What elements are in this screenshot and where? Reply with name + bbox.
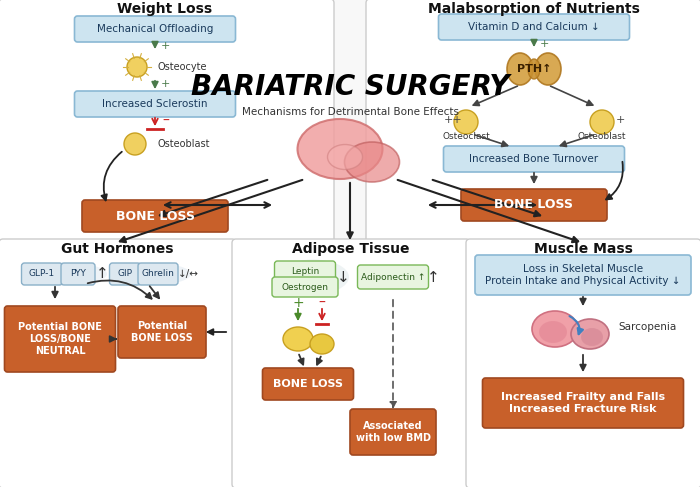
Text: Ghrelin: Ghrelin: [141, 269, 174, 279]
Text: +: +: [616, 115, 625, 125]
Ellipse shape: [344, 142, 400, 182]
FancyBboxPatch shape: [358, 265, 428, 289]
Text: Increased Frailty and Falls
Increased Fracture Risk: Increased Frailty and Falls Increased Fr…: [501, 392, 665, 414]
Ellipse shape: [532, 311, 578, 347]
FancyBboxPatch shape: [0, 239, 236, 487]
FancyBboxPatch shape: [61, 263, 95, 285]
Text: Sarcopenia: Sarcopenia: [618, 322, 676, 332]
Text: ++: ++: [444, 115, 463, 125]
FancyBboxPatch shape: [74, 91, 235, 117]
Text: Potential BONE
LOSS/BONE
NEUTRAL: Potential BONE LOSS/BONE NEUTRAL: [18, 322, 102, 356]
Text: Associated
with low BMD: Associated with low BMD: [356, 421, 430, 443]
Ellipse shape: [539, 321, 567, 343]
Text: +: +: [292, 296, 304, 310]
Text: Adiponectin ↑: Adiponectin ↑: [360, 273, 425, 281]
Ellipse shape: [507, 53, 533, 85]
Text: Osteocyte: Osteocyte: [157, 62, 206, 72]
Text: Potential
BONE LOSS: Potential BONE LOSS: [131, 321, 193, 343]
Text: Malabsorption of Nutrients: Malabsorption of Nutrients: [428, 2, 640, 16]
Text: Leptin: Leptin: [291, 267, 319, 277]
Text: GLP-1: GLP-1: [29, 269, 55, 279]
FancyBboxPatch shape: [4, 306, 116, 372]
Text: Osteoclast: Osteoclast: [442, 132, 490, 141]
FancyBboxPatch shape: [232, 239, 470, 487]
FancyBboxPatch shape: [466, 239, 700, 487]
Text: ↓: ↓: [337, 270, 350, 285]
FancyBboxPatch shape: [138, 263, 178, 285]
FancyBboxPatch shape: [118, 306, 206, 358]
Text: Muscle Mass: Muscle Mass: [533, 242, 632, 256]
FancyBboxPatch shape: [262, 368, 354, 400]
Text: GIP: GIP: [118, 269, 132, 279]
Text: Mechanisms for Detrimental Bone Effects: Mechanisms for Detrimental Bone Effects: [241, 107, 458, 117]
FancyBboxPatch shape: [444, 146, 624, 172]
Text: Adipose Tissue: Adipose Tissue: [293, 242, 409, 256]
Ellipse shape: [571, 319, 609, 349]
FancyBboxPatch shape: [82, 200, 228, 232]
Text: Weight Loss: Weight Loss: [118, 2, 213, 16]
FancyBboxPatch shape: [475, 255, 691, 295]
Ellipse shape: [113, 263, 191, 285]
Text: ↑: ↑: [96, 266, 108, 281]
Text: BONE LOSS: BONE LOSS: [273, 379, 343, 389]
Text: Vitamin D and Calcium ↓: Vitamin D and Calcium ↓: [468, 22, 600, 32]
Text: PTH↑: PTH↑: [517, 64, 552, 74]
FancyBboxPatch shape: [272, 277, 338, 297]
Text: ↓/↔: ↓/↔: [178, 269, 199, 279]
Ellipse shape: [27, 263, 107, 285]
Ellipse shape: [328, 145, 363, 169]
FancyBboxPatch shape: [274, 261, 335, 283]
Text: Osteoblast: Osteoblast: [157, 139, 209, 149]
Text: –: –: [162, 114, 169, 128]
Circle shape: [127, 57, 147, 77]
FancyBboxPatch shape: [350, 409, 436, 455]
Text: Increased Bone Turnover: Increased Bone Turnover: [470, 154, 598, 164]
FancyBboxPatch shape: [0, 0, 334, 243]
Text: BARIATRIC SURGERY: BARIATRIC SURGERY: [190, 73, 510, 101]
Text: –: –: [318, 296, 326, 310]
Ellipse shape: [581, 328, 603, 346]
Text: +: +: [161, 41, 170, 51]
Circle shape: [124, 133, 146, 155]
FancyBboxPatch shape: [461, 189, 607, 221]
Text: Gut Hormones: Gut Hormones: [61, 242, 174, 256]
Ellipse shape: [277, 260, 349, 295]
Text: ↑: ↑: [427, 269, 440, 284]
FancyBboxPatch shape: [74, 16, 235, 42]
FancyBboxPatch shape: [482, 378, 683, 428]
Text: Oestrogen: Oestrogen: [281, 282, 328, 292]
FancyBboxPatch shape: [366, 0, 700, 243]
Ellipse shape: [283, 327, 313, 351]
Text: +: +: [540, 39, 550, 49]
FancyBboxPatch shape: [109, 263, 141, 285]
Circle shape: [454, 110, 478, 134]
Ellipse shape: [298, 119, 382, 179]
Text: BONE LOSS: BONE LOSS: [494, 199, 573, 211]
Circle shape: [590, 110, 614, 134]
Ellipse shape: [310, 334, 334, 354]
Text: PYY: PYY: [70, 269, 86, 279]
Text: Increased Sclerostin: Increased Sclerostin: [102, 99, 208, 109]
Text: BONE LOSS: BONE LOSS: [116, 209, 195, 223]
Text: Mechanical Offloading: Mechanical Offloading: [97, 24, 214, 34]
Ellipse shape: [528, 59, 540, 79]
Text: +: +: [161, 79, 170, 89]
Text: Osteoblast: Osteoblast: [578, 132, 626, 141]
FancyBboxPatch shape: [438, 14, 629, 40]
Ellipse shape: [535, 53, 561, 85]
FancyBboxPatch shape: [22, 263, 62, 285]
Text: Loss in Skeletal Muscle
Protein Intake and Physical Activity ↓: Loss in Skeletal Muscle Protein Intake a…: [485, 264, 680, 286]
